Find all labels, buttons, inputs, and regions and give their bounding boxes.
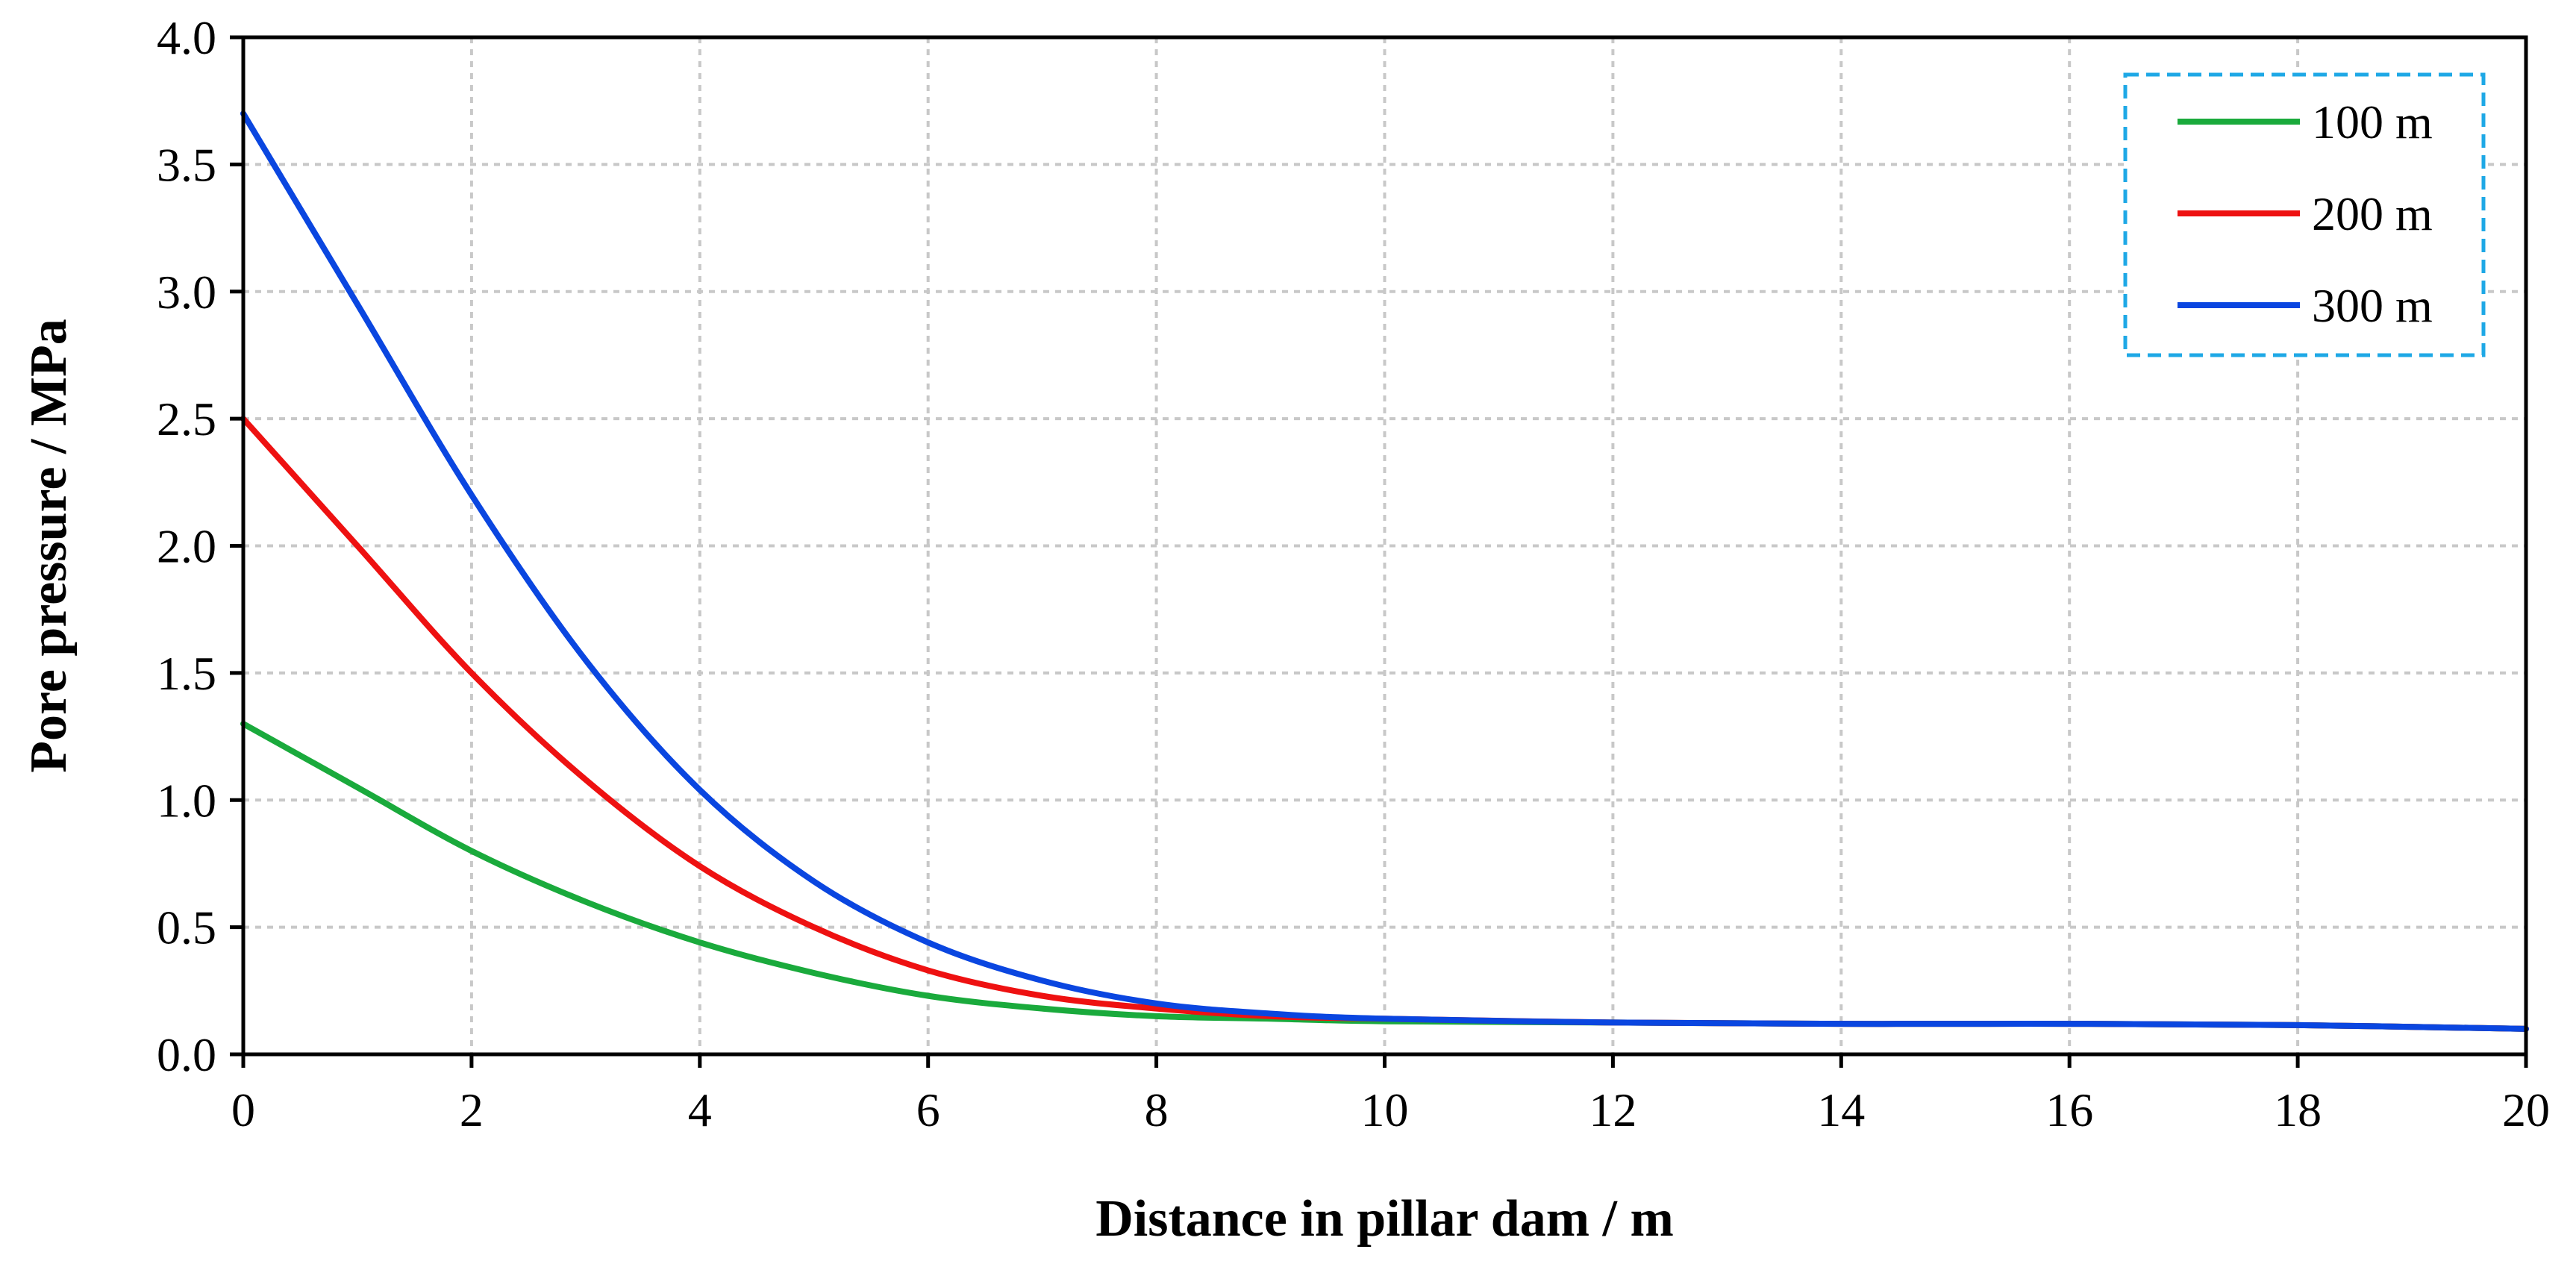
- y-tick-label-1: 0.5: [157, 901, 216, 954]
- x-tick-label-10: 20: [2502, 1083, 2550, 1136]
- x-tick-label-5: 10: [1361, 1083, 1409, 1136]
- y-tick-label-0: 0.0: [157, 1028, 216, 1081]
- y-axis-ticks: 0.0 0.5 1.0 1.5 2.0 2.5 3.0 3.5 4.0: [157, 11, 243, 1081]
- series-lines: [240, 110, 2529, 1032]
- x-axis-title: Distance in pillar dam / m: [1095, 1190, 1674, 1248]
- y-tick-label-8: 4.0: [157, 11, 216, 64]
- legend-label-0: 100 m: [2312, 96, 2433, 148]
- x-tick-label-6: 12: [1589, 1083, 1636, 1136]
- y-tick-label-2: 1.0: [157, 774, 216, 827]
- x-axis-ticks: 0 2 4 6 8 10 12 14 16 18 20: [231, 1054, 2550, 1136]
- x-tick-label-3: 6: [916, 1083, 940, 1136]
- series-line-300-m: [240, 110, 2529, 1032]
- y-tick-label-7: 3.5: [157, 138, 216, 191]
- x-tick-label-7: 14: [1817, 1083, 1865, 1136]
- x-tick-label-4: 8: [1145, 1083, 1169, 1136]
- legend-label-1: 200 m: [2312, 187, 2433, 240]
- y-tick-label-3: 1.5: [157, 647, 216, 700]
- legend-items: 100 m 200 m 300 m: [2178, 96, 2433, 332]
- legend-label-2: 300 m: [2312, 279, 2433, 332]
- x-tick-label-0: 0: [231, 1083, 255, 1136]
- x-tick-label-8: 16: [2045, 1083, 2093, 1136]
- y-axis-title: Pore pressure / MPa: [20, 319, 78, 773]
- legend: 100 m 200 m 300 m: [2123, 72, 2486, 357]
- y-tick-label-5: 2.5: [157, 392, 216, 445]
- y-tick-label-4: 2.0: [157, 520, 216, 573]
- x-tick-label-1: 2: [460, 1083, 484, 1136]
- x-tick-label-2: 4: [688, 1083, 712, 1136]
- y-tick-label-6: 3.0: [157, 266, 216, 319]
- x-tick-label-9: 18: [2274, 1083, 2322, 1136]
